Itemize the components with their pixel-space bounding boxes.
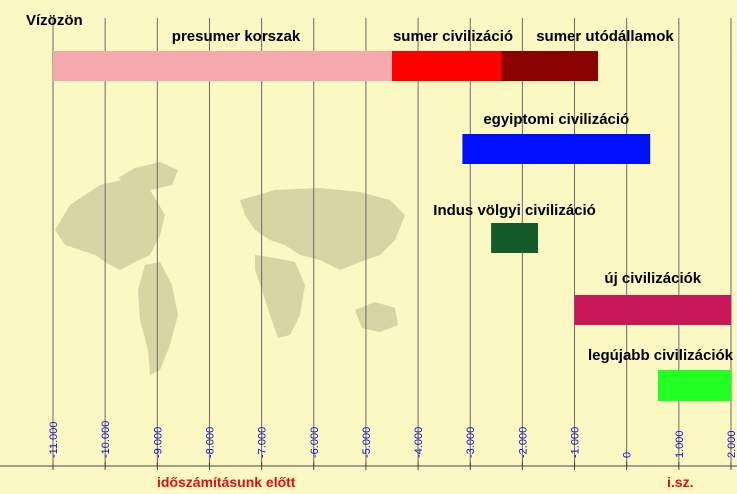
x-tick-label: -7.000 xyxy=(257,427,269,458)
era-label-bc: időszámításunk előtt xyxy=(157,474,296,490)
x-tick-label: -3.000 xyxy=(465,427,477,458)
x-tick-label: -1.000 xyxy=(570,427,582,458)
era-label-ad: i.sz. xyxy=(667,474,693,490)
x-tick-label: -2.000 xyxy=(517,427,529,458)
bar-labels: presumer korszak sumer civilizáció sumer u… xyxy=(172,28,734,364)
bar-label: egyiptomi civilizáció xyxy=(483,111,629,128)
bar xyxy=(657,370,731,401)
bar-label: új civilizációk xyxy=(604,270,701,287)
bar xyxy=(392,51,502,81)
x-tick-label: 1.000 xyxy=(674,430,686,458)
bars-group xyxy=(53,51,731,401)
x-tick-label: -10.000 xyxy=(100,421,112,458)
x-tick-label: -6.000 xyxy=(309,427,321,458)
x-tick-label: -9.000 xyxy=(152,427,164,458)
bar xyxy=(574,295,731,325)
x-tick-label: -8.000 xyxy=(204,427,216,458)
bar-label: legújabb civilizációk xyxy=(588,347,734,364)
x-tick-label: -4.000 xyxy=(413,427,425,458)
bar xyxy=(491,223,539,253)
world-map-background xyxy=(55,162,405,375)
x-axis: -11.000 -10.000 -9.000 -8.000 -7.000 -6.000 -5… xyxy=(0,421,737,470)
bar-label: sumer civilizáció xyxy=(393,28,513,45)
chart-title: Vízözön xyxy=(26,12,83,29)
x-tick-label: 0 xyxy=(622,452,634,458)
bar xyxy=(53,51,392,81)
x-tick-label: 2.000 xyxy=(726,430,737,458)
bar xyxy=(462,134,651,164)
bar-label: presumer korszak xyxy=(172,28,301,45)
x-tick-label: -5.000 xyxy=(361,427,373,458)
bar-label: sumer utódállamok xyxy=(536,28,674,45)
bar xyxy=(501,51,599,81)
bar-label: Indus völgyi civilizáció xyxy=(433,202,596,219)
x-tick-label: -11.000 xyxy=(48,422,60,459)
